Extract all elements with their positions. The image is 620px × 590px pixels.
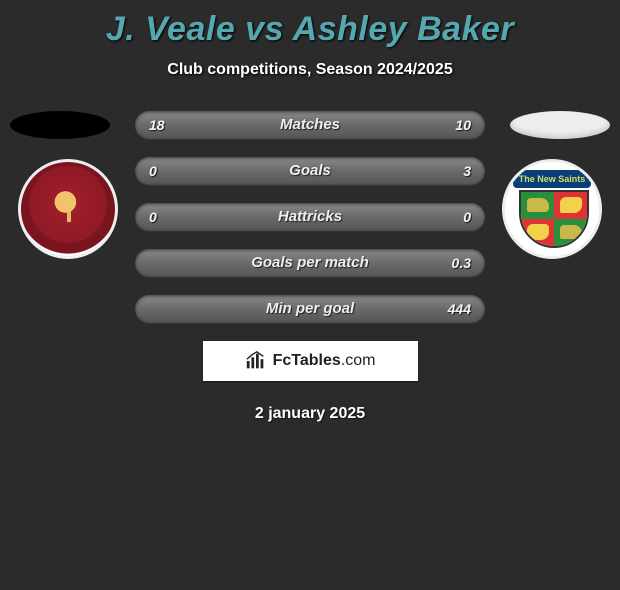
stat-right-value: 444 (448, 295, 471, 323)
left-player-marker (10, 111, 110, 139)
right-player-marker (510, 111, 610, 139)
stat-label: Hattricks (135, 203, 485, 231)
stat-right-value: 0 (463, 203, 471, 231)
page-title: J. Veale vs Ashley Baker (0, 10, 620, 49)
right-team-crest: The New Saints (502, 159, 602, 259)
shield-icon (519, 190, 589, 248)
stat-row: 0 Goals 3 (135, 157, 485, 185)
stat-label: Goals per match (135, 249, 485, 277)
stat-label: Matches (135, 111, 485, 139)
stat-right-value: 0.3 (452, 249, 471, 277)
brand-box[interactable]: FcTables.com (203, 341, 418, 381)
stat-row: 18 Matches 10 (135, 111, 485, 139)
stat-row: 0 Hattricks 0 (135, 203, 485, 231)
bar-chart-icon (245, 350, 267, 372)
brand-text-bold: FcTables (273, 352, 341, 369)
crest-band-label: The New Saints (513, 170, 591, 188)
stat-row: Goals per match 0.3 (135, 249, 485, 277)
archer-icon (55, 192, 85, 232)
subtitle: Club competitions, Season 2024/2025 (0, 61, 620, 79)
stat-right-value: 3 (463, 157, 471, 185)
date-label: 2 january 2025 (0, 405, 620, 423)
stat-label: Min per goal (135, 295, 485, 323)
stat-right-value: 10 (455, 111, 471, 139)
stat-label: Goals (135, 157, 485, 185)
comparison-card: J. Veale vs Ashley Baker Club competitio… (0, 10, 620, 423)
brand-text-light: .com (341, 352, 376, 369)
left-team-crest (18, 159, 118, 259)
stat-row: Min per goal 444 (135, 295, 485, 323)
brand-text: FcTables.com (273, 352, 376, 370)
stats-area: The New Saints 18 Matches 10 0 Goals 3 0… (0, 111, 620, 323)
